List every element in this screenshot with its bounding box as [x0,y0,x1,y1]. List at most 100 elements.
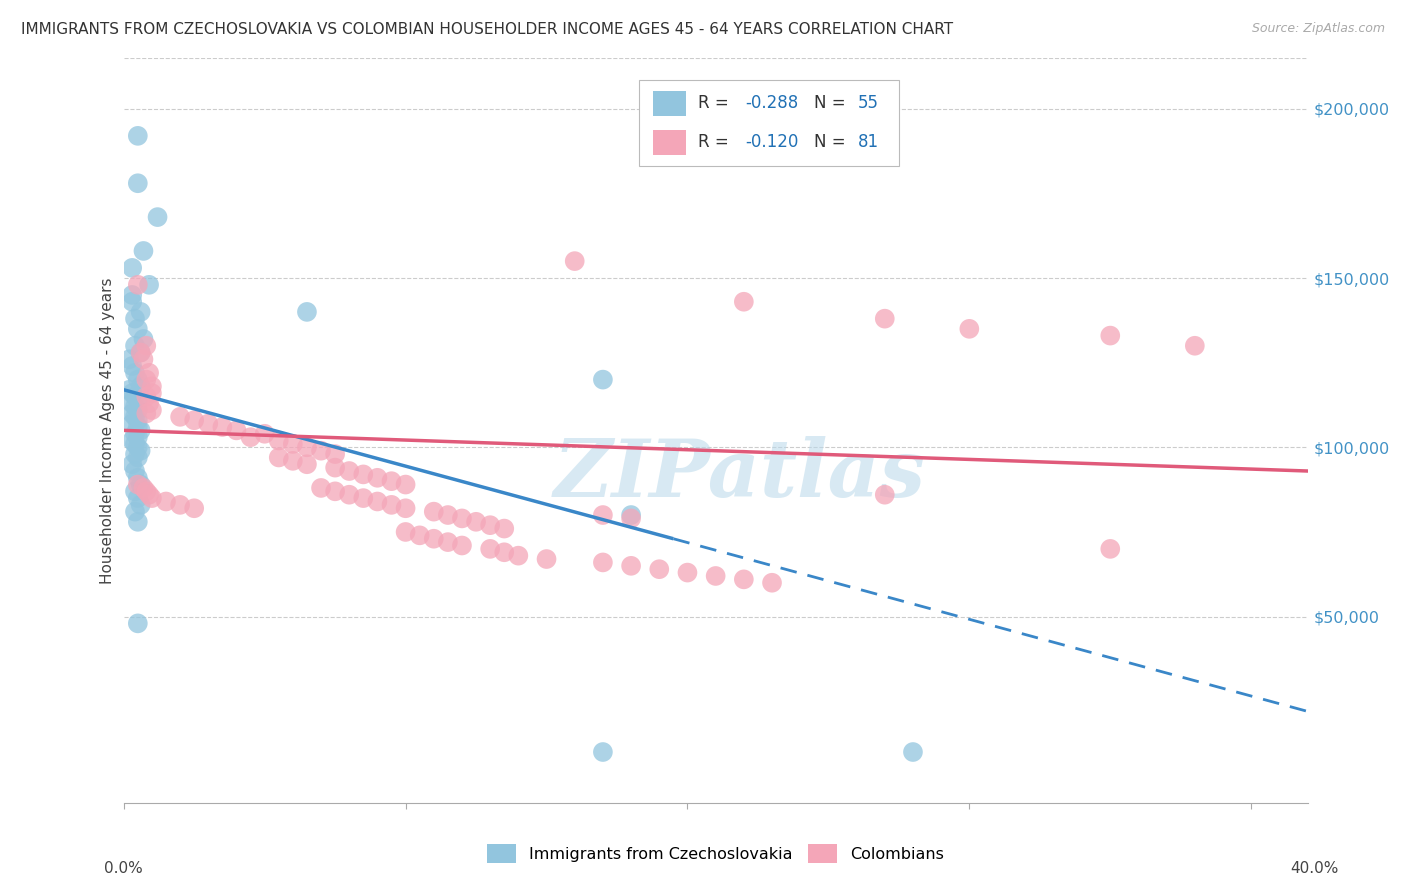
Legend: Immigrants from Czechoslovakia, Colombians: Immigrants from Czechoslovakia, Colombia… [481,838,950,870]
Point [494,545,516,559]
Text: -0.120: -0.120 [745,133,799,151]
Point [337,464,360,478]
Point [121,288,143,302]
Point [1184,339,1206,353]
Point [129,379,152,393]
Point [127,322,149,336]
Point [118,352,141,367]
Point [183,501,205,516]
Point [733,294,755,309]
Point [129,423,152,437]
Text: R =: R = [697,133,734,151]
Point [323,460,346,475]
Point [564,254,586,268]
Point [132,332,155,346]
Text: -0.288: -0.288 [745,95,799,112]
Point [169,409,191,424]
Point [733,573,755,587]
Text: N =: N = [814,95,851,112]
Point [124,426,146,441]
Point [124,366,146,380]
Point [323,447,346,461]
Text: 55: 55 [858,95,879,112]
Point [127,277,149,292]
Point [295,457,318,471]
Point [129,345,152,359]
Point [141,386,163,401]
Point [127,515,149,529]
Point [127,413,149,427]
Point [121,294,143,309]
Point [323,484,346,499]
Point [146,210,169,224]
Point [127,403,149,417]
Point [135,484,157,499]
Text: 81: 81 [858,133,879,151]
Point [121,359,143,373]
Point [121,386,143,401]
Point [124,400,146,414]
Point [124,339,146,353]
Point [479,518,502,533]
Point [183,413,205,427]
Point [138,277,160,292]
Point [676,566,699,580]
Point [409,528,432,542]
Text: N =: N = [814,133,851,151]
Text: IMMIGRANTS FROM CZECHOSLOVAKIA VS COLOMBIAN HOUSEHOLDER INCOME AGES 45 - 64 YEAR: IMMIGRANTS FROM CZECHOSLOVAKIA VS COLOMB… [21,22,953,37]
Point [124,505,146,519]
Point [127,450,149,465]
Point [127,392,149,407]
Point [451,511,474,525]
Point [267,450,290,465]
Point [394,524,416,539]
Y-axis label: Householder Income Ages 45 - 64 years: Householder Income Ages 45 - 64 years [100,277,115,583]
Point [1099,541,1122,556]
Point [761,575,783,590]
FancyBboxPatch shape [638,80,900,166]
Point [704,569,727,583]
Point [127,616,149,631]
Text: 0.0%: 0.0% [104,861,143,876]
Point [141,379,163,393]
Point [281,454,304,468]
Point [380,474,402,488]
Point [127,471,149,485]
Point [129,477,152,491]
Point [135,407,157,421]
Point [127,373,149,387]
Point [129,345,152,359]
Point [124,409,146,424]
Point [127,430,149,444]
Point [536,552,558,566]
Text: 40.0%: 40.0% [1291,861,1339,876]
Point [138,396,160,410]
Point [127,440,149,454]
Point [295,305,318,319]
Point [129,498,152,512]
Point [592,556,614,570]
Bar [652,130,686,155]
Point [121,407,143,421]
Point [267,434,290,448]
Point [124,390,146,404]
Point [197,417,219,431]
Point [138,366,160,380]
Point [135,373,157,387]
Point [138,488,160,502]
Point [394,477,416,491]
Point [253,426,276,441]
Point [957,322,980,336]
Point [366,494,388,508]
Point [127,420,149,434]
Point [127,176,149,190]
Point [451,539,474,553]
Point [620,511,643,525]
Text: Source: ZipAtlas.com: Source: ZipAtlas.com [1251,22,1385,36]
Point [620,508,643,522]
Point [211,420,233,434]
Point [423,532,446,546]
Point [352,467,374,482]
Point [592,508,614,522]
Point [127,128,149,143]
